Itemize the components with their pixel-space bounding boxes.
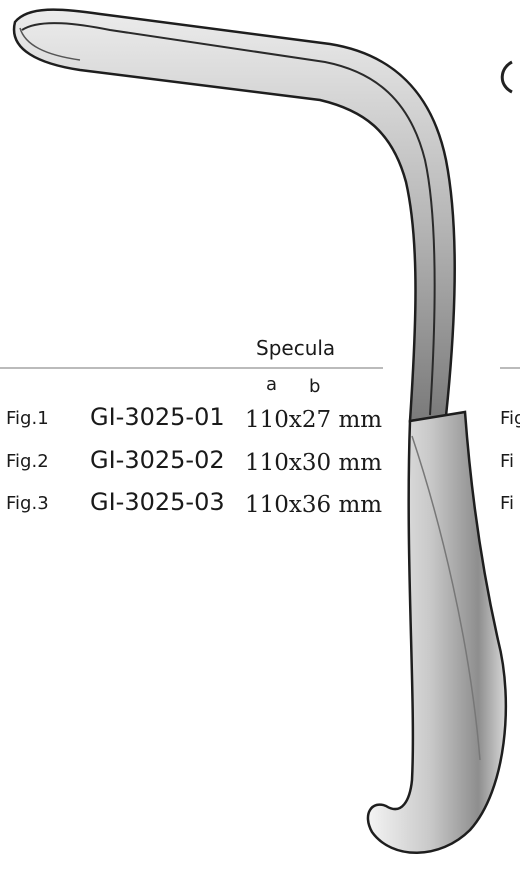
article-code: GI-3025-03 [90,488,225,516]
header: Specula [256,336,336,360]
article-code: GI-3025-01 [90,403,225,431]
blade-groove [21,22,436,416]
column-label: b [309,376,321,397]
neighbor-fragment: Fig [500,408,520,429]
fig-label: Fig.3 [6,493,49,514]
article-code: GI-3025-02 [90,446,225,474]
column-label: a [266,374,278,395]
fig-label: Fig.1 [6,408,49,429]
blade [12,8,456,423]
neighbor-instrument [500,60,513,94]
handle-shade [411,435,481,761]
blade-lip [19,27,81,61]
handle [366,410,508,854]
dimensions: 110x27 mm [245,407,383,433]
neighbor-fragment: Fi [500,451,515,472]
neighbor-fragment: Fi [500,493,515,514]
dimensions: 110x36 mm [245,492,383,518]
dimensions: 110x30 mm [245,450,383,476]
fig-label: Fig.2 [6,451,49,472]
